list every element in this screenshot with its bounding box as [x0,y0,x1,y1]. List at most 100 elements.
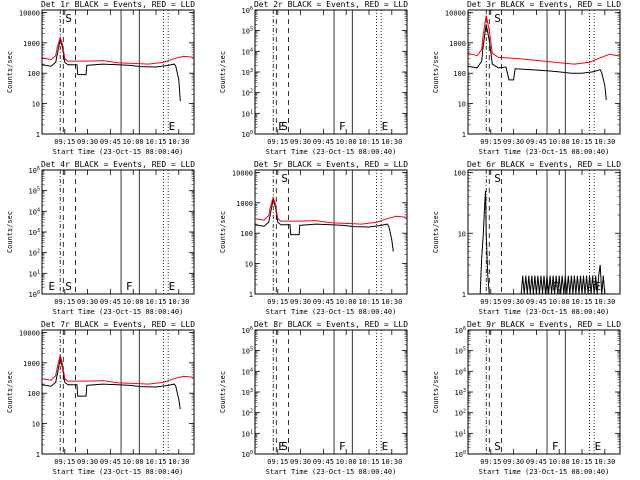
y-tick-label: 100 [240,230,253,238]
series-line-events [41,39,181,102]
plot-frame [467,169,621,295]
x-tick-label: 09:15 [480,458,501,466]
x-tick-label: 10:00 [549,458,570,466]
plot-title: Det 7r BLACK = Events, RED = LLD [41,320,195,329]
x-tick-label: 10:15 [571,138,592,146]
x-tick-label: 09:30 [503,298,524,306]
series-line-events [41,359,181,410]
time-marker-label: E [169,120,176,133]
x-tick-label: 10:00 [336,458,357,466]
x-tick-label: 10:30 [168,458,189,466]
y-tick-label: 10 [32,421,40,429]
y-tick-label: 100 [455,450,466,459]
time-marker-label: E [278,120,285,133]
y-tick-label: 102 [455,409,466,418]
time-marker-label: E [595,440,602,453]
plot-title: Det 8r BLACK = Events, RED = LLD [254,320,408,329]
y-tick-label: 106 [242,326,253,335]
time-marker-label: S [281,120,288,133]
series-line-events [479,190,606,295]
y-axis-label: Counts/sec [6,51,14,93]
y-tick-label: 1000 [236,200,253,208]
series-line-lld [41,354,195,385]
x-tick-label: 10:15 [571,458,592,466]
plot-frame [41,329,195,455]
y-tick-label: 10 [245,261,253,269]
x-tick-label: 09:45 [313,458,334,466]
series-line-lld [254,195,408,225]
y-tick-label: 102 [242,409,253,418]
x-tick-label: 10:00 [123,298,144,306]
time-marker-label: F [552,440,559,453]
x-tick-label: 10:15 [571,298,592,306]
y-tick-label: 106 [242,6,253,15]
y-tick-label: 100 [27,70,40,78]
x-tick-label: 09:45 [100,138,121,146]
y-tick-label: 105 [242,347,253,356]
y-tick-label: 104 [242,367,253,376]
time-marker-label: E [49,280,56,293]
plot-title: Det 3r BLACK = Events, RED = LLD [467,0,621,9]
detector-plot-2: Det 2r BLACK = Events, RED = LLD 100 101 10… [219,0,408,156]
x-tick-label: 10:15 [358,458,379,466]
y-axis-label: Counts/sec [219,211,227,253]
y-tick-label: 100 [453,70,466,78]
x-tick-label: 09:30 [503,458,524,466]
y-tick-label: 100 [27,390,40,398]
time-marker-label: E [169,280,176,293]
time-marker-label: S [281,172,288,185]
y-axis-label: Counts/sec [432,371,440,413]
x-axis-label: Start Time (23-Oct-15 08:00:40) [479,308,610,316]
x-tick-label: 09:15 [480,298,501,306]
detector-plot-7: Det 7r BLACK = Events, RED = LLD 1 10 100 10… [6,320,195,476]
time-marker-label: F [339,120,346,133]
x-tick-label: 09:30 [77,138,98,146]
x-tick-label: 10:30 [381,298,402,306]
time-marker-label: E [382,120,389,133]
x-tick-label: 10:15 [358,298,379,306]
x-tick-label: 10:00 [123,138,144,146]
x-axis-label: Start Time (23-Oct-15 08:00:40) [479,148,610,156]
x-tick-label: 09:30 [290,298,311,306]
plot-frame [254,9,408,135]
y-tick-label: 104 [455,367,466,376]
x-tick-label: 09:15 [54,298,75,306]
x-tick-label: 09:45 [313,298,334,306]
x-tick-label: 09:30 [77,458,98,466]
x-tick-label: 09:45 [526,458,547,466]
plot-frame [467,9,621,135]
y-tick-label: 102 [29,249,40,258]
plot-frame [41,169,195,295]
time-marker-label: F [126,280,133,293]
x-tick-label: 10:00 [549,138,570,146]
series-line-events [254,199,394,252]
plot-frame [254,329,408,455]
detector-plot-5: Det 5r BLACK = Events, RED = LLD 1 10 100 10… [219,160,408,316]
y-axis-label: Counts/sec [432,51,440,93]
plot-title: Det 9r BLACK = Events, RED = LLD [467,320,621,329]
y-tick-label: 10000 [19,329,40,337]
x-tick-label: 10:15 [145,458,166,466]
x-tick-label: 10:15 [145,138,166,146]
y-tick-label: 1 [462,131,466,139]
x-tick-label: 09:45 [100,298,121,306]
series-line-lld [41,35,195,65]
time-marker-label: S [65,12,72,25]
detector-plot-1: Det 1r BLACK = Events, RED = LLD 1 10 100 10… [6,0,195,156]
time-marker-label: S [494,172,501,185]
time-marker-label: S [494,12,501,25]
y-tick-label: 100 [242,130,253,139]
x-tick-label: 09:15 [54,138,75,146]
time-marker-label: S [65,280,72,293]
time-marker-label: E [382,440,389,453]
plot-title: Det 6r BLACK = Events, RED = LLD [467,160,621,169]
time-marker-label: E [278,440,285,453]
x-tick-label: 10:30 [594,298,615,306]
x-axis-label: Start Time (23-Oct-15 08:00:40) [266,148,397,156]
y-tick-label: 101 [29,269,40,278]
x-tick-label: 10:00 [549,298,570,306]
y-tick-label: 106 [455,326,466,335]
x-tick-label: 10:30 [168,298,189,306]
y-tick-label: 10000 [445,9,466,17]
